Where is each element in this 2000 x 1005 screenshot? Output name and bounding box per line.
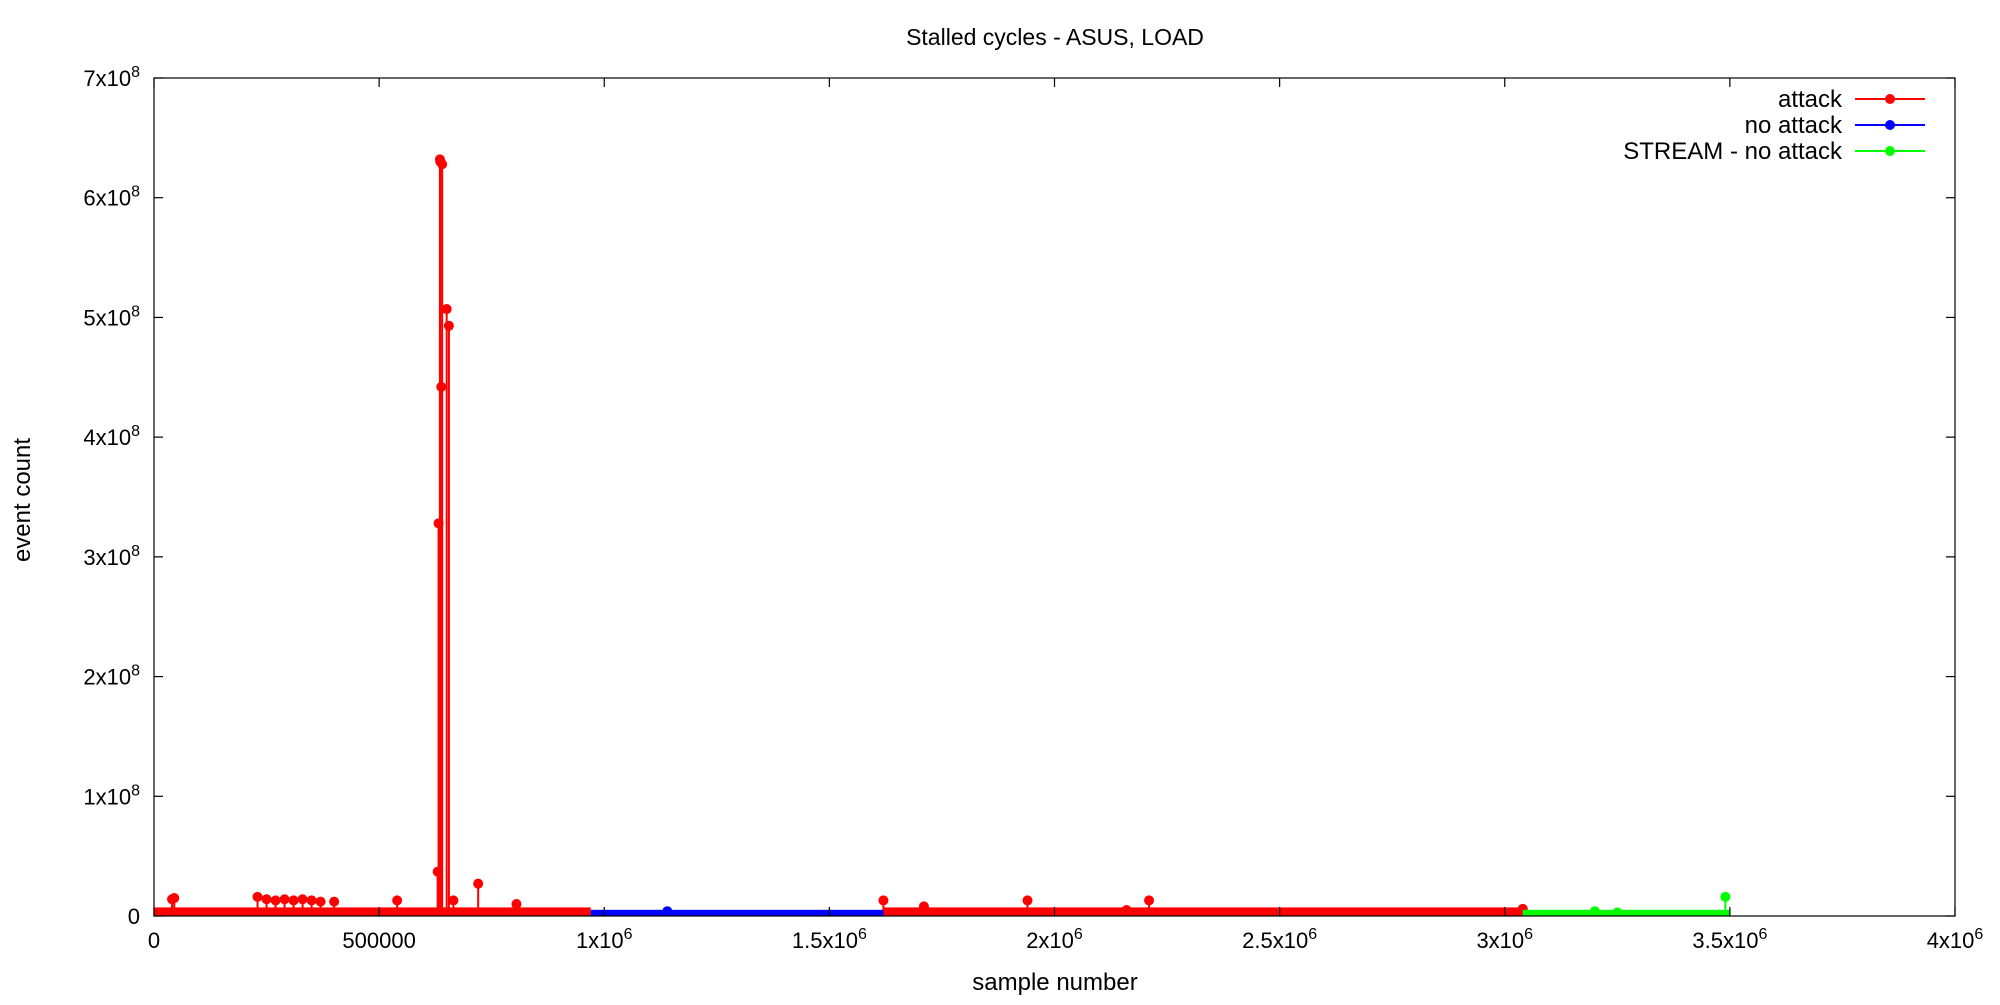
- y-axis: 0 1x108 2x108 3x108 4x108 5x108 6x108 7x108: [83, 64, 1955, 929]
- y-tick-label-6: 6x108: [83, 184, 140, 211]
- legend-marker-1: [1885, 120, 1895, 130]
- legend-marker-2: [1885, 146, 1895, 156]
- series-1: [590, 906, 884, 916]
- series-0-point-3: [252, 891, 263, 902]
- chart-title: Stalled cycles - ASUS, LOAD: [906, 24, 1204, 50]
- x-tick-label-3: 1.5x106: [792, 926, 867, 953]
- series-0-point-9: [306, 895, 317, 906]
- series-0-point-12: [392, 895, 403, 906]
- y-axis-label: event count: [9, 438, 36, 562]
- x-tick-label-0: 0: [148, 928, 160, 953]
- series-0-point-0: [154, 908, 162, 916]
- legend-label-0: attack: [1778, 86, 1843, 113]
- data-series: [154, 154, 1731, 916]
- y-tick-label-4: 4x108: [83, 423, 140, 450]
- x-tick-label-8: 4x106: [1927, 926, 1984, 953]
- series-0-point-22: [473, 878, 484, 889]
- series-0-point-18: [437, 159, 448, 170]
- series-0-point-6: [279, 894, 290, 905]
- series-0-point-26: [1022, 895, 1033, 906]
- series-0-point-7: [288, 895, 299, 906]
- x-tick-label-5: 2.5x106: [1242, 926, 1317, 953]
- x-tick-label-1: 500000: [342, 928, 415, 953]
- series-0-point-4: [261, 894, 272, 905]
- series-2-point-0: [1589, 906, 1600, 916]
- series-2-point-1: [1612, 907, 1623, 916]
- series-2-band-0: [1522, 909, 1730, 916]
- x-tick-label-4: 2x106: [1026, 926, 1083, 953]
- series-0-point-2: [169, 893, 180, 904]
- x-tick-label-6: 3x106: [1476, 926, 1533, 953]
- series-0-point-5: [270, 895, 281, 906]
- y-tick-label-1: 1x108: [83, 782, 140, 809]
- series-0-point-20: [443, 320, 454, 331]
- series-2-point-2: [1720, 891, 1731, 902]
- series-0-point-23: [511, 899, 522, 910]
- x-tick-label-7: 3.5x106: [1692, 926, 1767, 953]
- y-tick-label-2: 2x108: [83, 663, 140, 690]
- plot-border: [153, 77, 1956, 917]
- series-0-point-21: [448, 895, 459, 906]
- legend-label-2: STREAM - no attack: [1623, 138, 1843, 165]
- series-0-point-19: [441, 304, 452, 315]
- series-0-point-10: [315, 896, 326, 907]
- series-0-point-27: [1121, 905, 1132, 916]
- x-axis-label: sample number: [972, 969, 1137, 996]
- y-tick-label-0: 0: [128, 904, 140, 929]
- plot-area: [153, 77, 1956, 917]
- legend-marker-0: [1885, 94, 1895, 104]
- series-2: [1522, 891, 1731, 916]
- series-0: [154, 154, 1528, 916]
- series-0-point-28: [1144, 895, 1155, 906]
- x-axis: 0 500000 1x106 1.5x106 2x106 2.5x106 3x106 3.5x…: [148, 78, 1984, 953]
- series-0-point-25: [918, 901, 929, 912]
- legend-label-1: no attack: [1745, 112, 1843, 139]
- y-tick-label-7: 7x108: [83, 64, 140, 91]
- series-0-point-11: [329, 896, 340, 907]
- y-tick-label-3: 3x108: [83, 543, 140, 570]
- series-1-point-0: [662, 906, 673, 916]
- series-0-point-8: [297, 894, 308, 905]
- series-1-band-0: [590, 909, 884, 916]
- x-tick-label-2: 1x106: [576, 926, 633, 953]
- y-tick-label-5: 5x108: [83, 303, 140, 330]
- series-0-point-24: [878, 895, 889, 906]
